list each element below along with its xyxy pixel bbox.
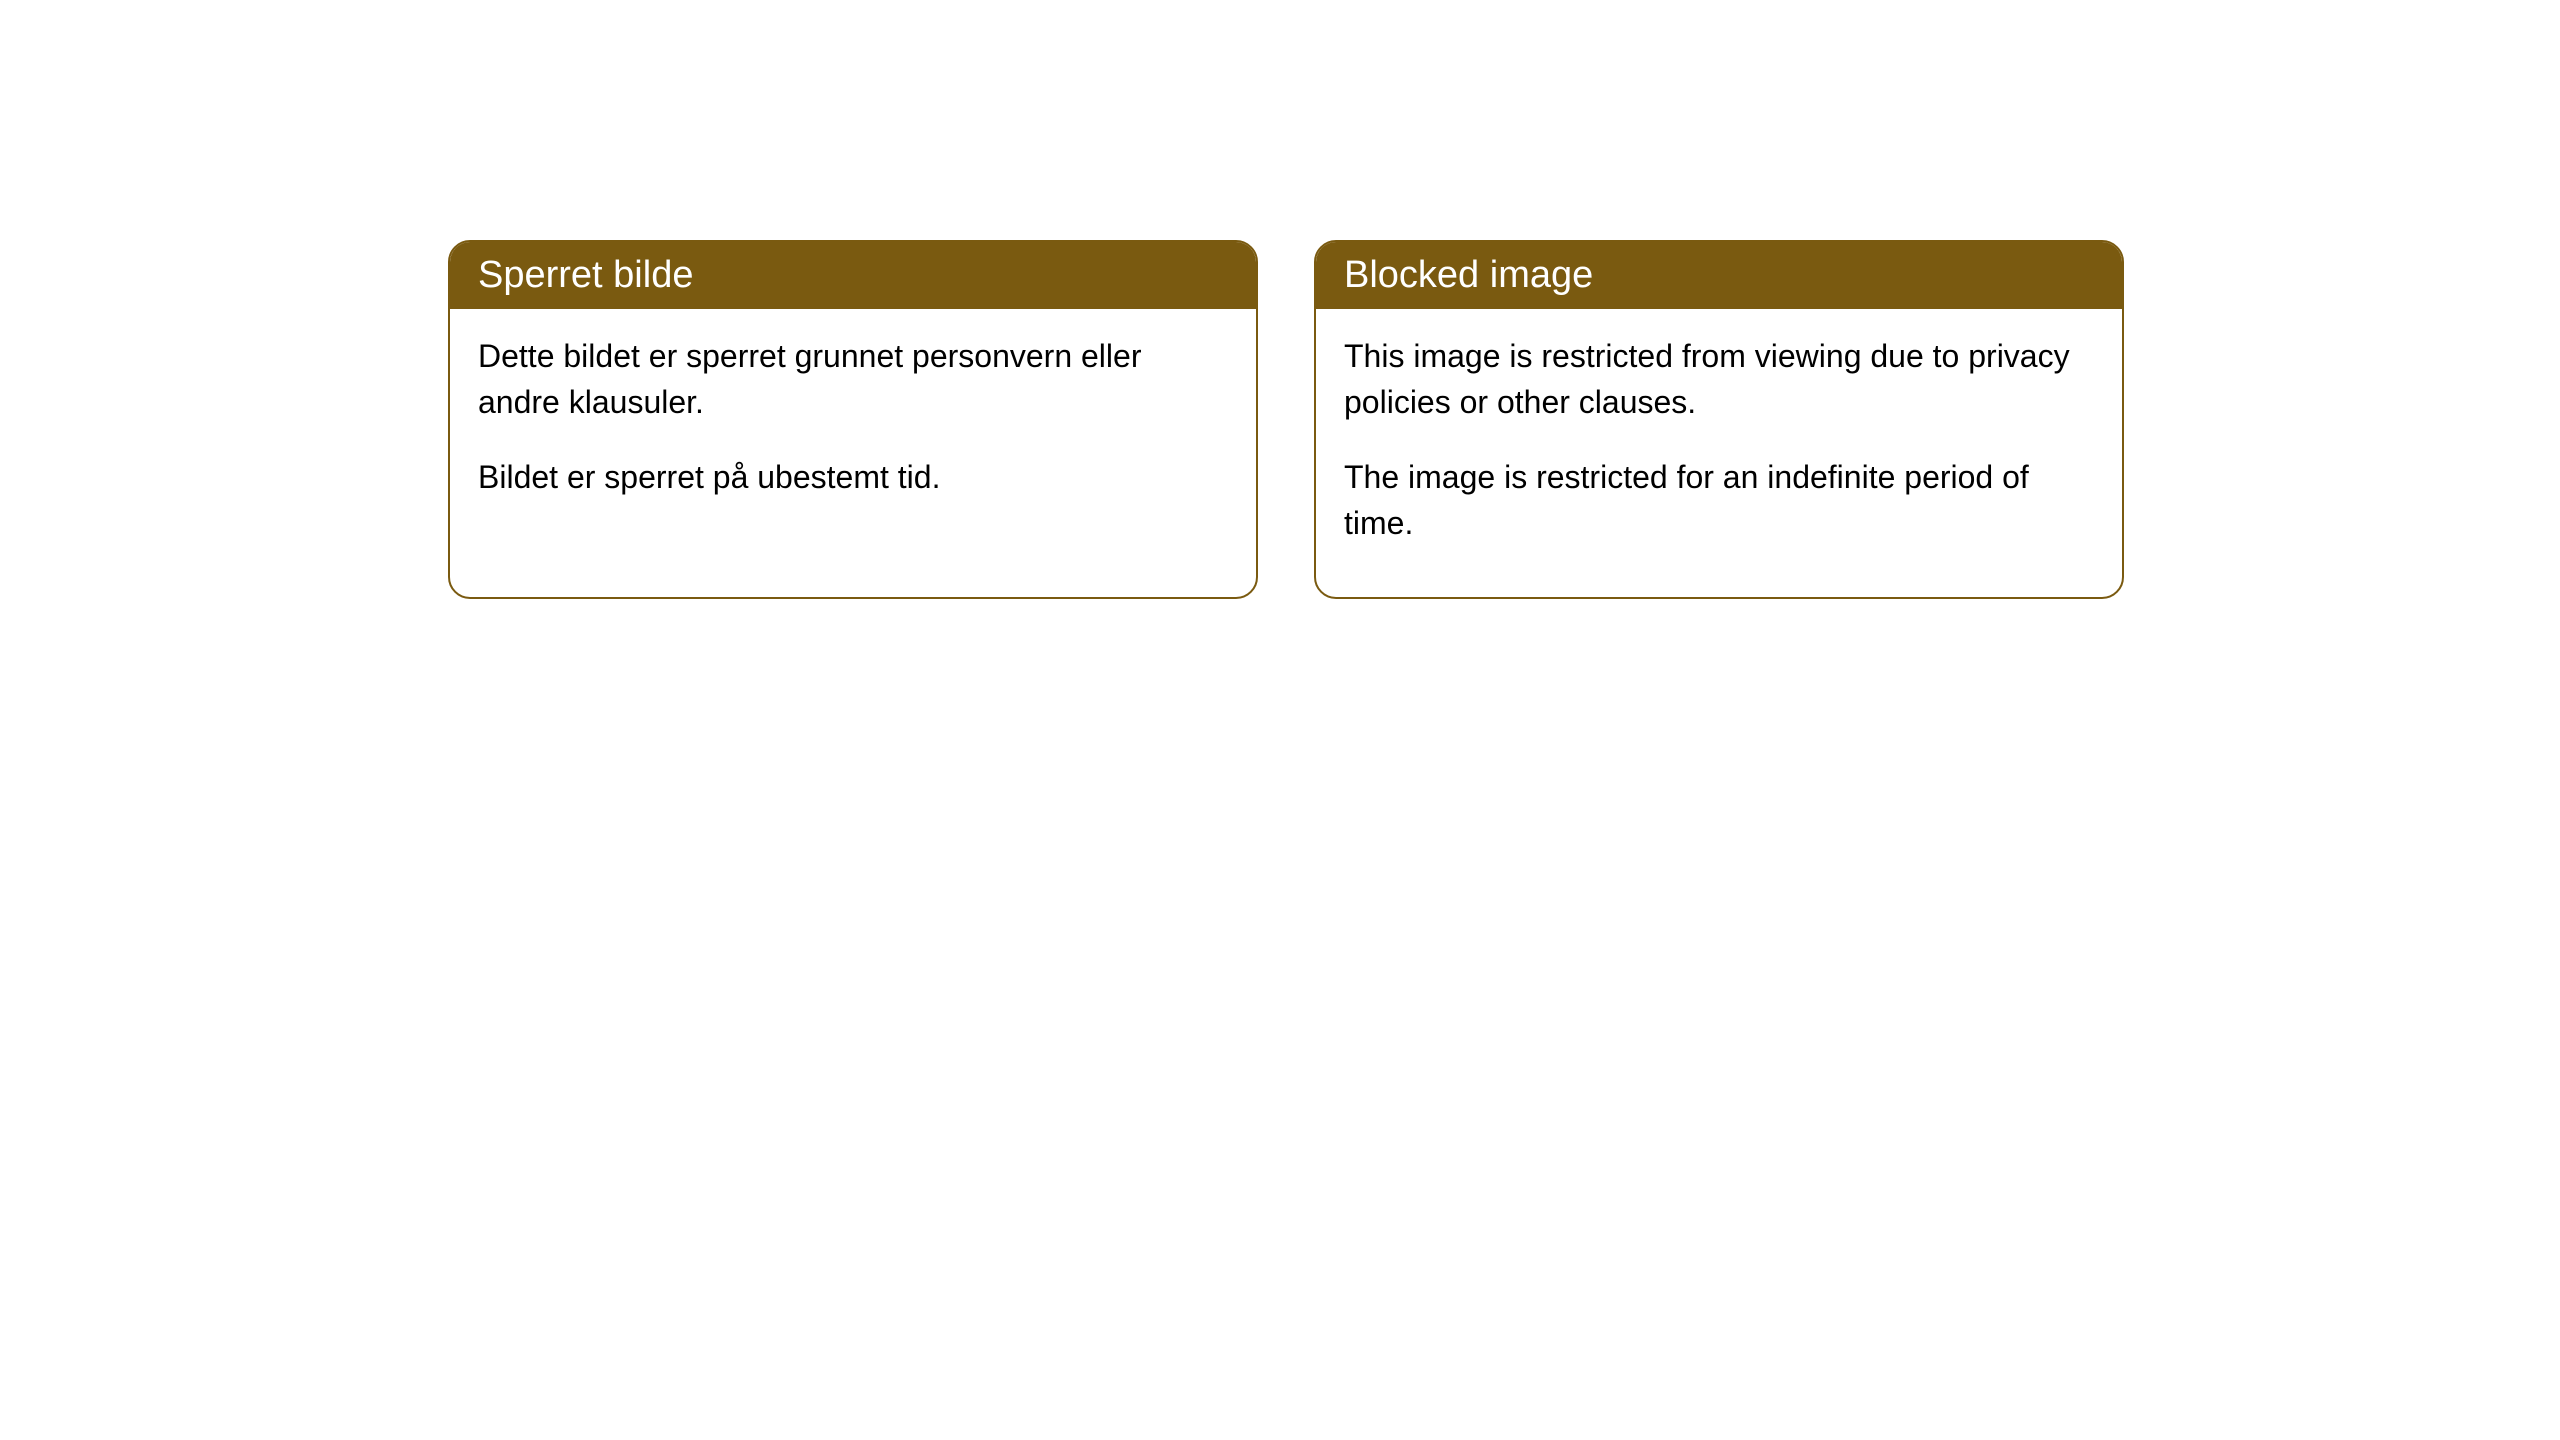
card-paragraph: Bildet er sperret på ubestemt tid. xyxy=(478,454,1228,500)
card-header: Blocked image xyxy=(1316,242,2122,309)
notice-card-norwegian: Sperret bilde Dette bildet er sperret gr… xyxy=(448,240,1258,599)
card-body: This image is restricted from viewing du… xyxy=(1316,309,2122,597)
card-header: Sperret bilde xyxy=(450,242,1256,309)
card-title: Sperret bilde xyxy=(478,254,693,296)
card-paragraph: This image is restricted from viewing du… xyxy=(1344,333,2094,426)
card-paragraph: Dette bildet er sperret grunnet personve… xyxy=(478,333,1228,426)
notice-cards-container: Sperret bilde Dette bildet er sperret gr… xyxy=(448,240,2124,599)
notice-card-english: Blocked image This image is restricted f… xyxy=(1314,240,2124,599)
card-body: Dette bildet er sperret grunnet personve… xyxy=(450,309,1256,550)
card-title: Blocked image xyxy=(1344,254,1593,296)
card-paragraph: The image is restricted for an indefinit… xyxy=(1344,454,2094,547)
